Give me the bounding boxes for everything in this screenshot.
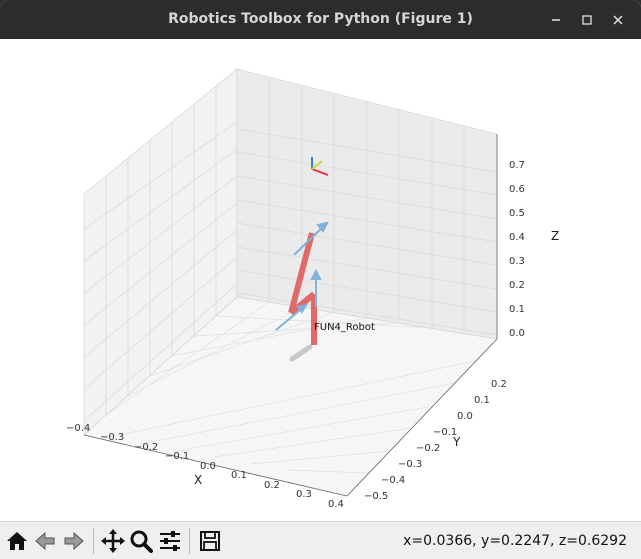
sliders-icon — [160, 531, 180, 551]
floppy-icon — [200, 531, 220, 551]
minimize-icon — [552, 19, 560, 21]
window-title: Robotics Toolbox for Python (Figure 1) — [168, 11, 473, 27]
y-tick-label: −0.5 — [364, 491, 388, 502]
configure-subplots-button[interactable] — [157, 528, 183, 554]
z-axis-label: Z — [551, 229, 559, 243]
maximize-button[interactable] — [577, 10, 597, 30]
x-tick-label: −0.1 — [165, 451, 189, 462]
y-axis: −0.5 −0.4 −0.3 −0.2 −0.1 0.0 0.1 0.2 Y — [346, 338, 507, 502]
plot-canvas[interactable]: FUN4_Robot −0.4 −0.3 −0.2 −0.1 0.0 0.1 0… — [0, 39, 641, 521]
joint-axes — [275, 221, 329, 331]
close-button[interactable] — [608, 10, 628, 30]
save-button[interactable] — [197, 528, 223, 554]
y-tick-label: 0.0 — [457, 411, 473, 422]
home-icon — [7, 532, 27, 550]
z-tick-label: 0.1 — [509, 304, 525, 315]
z-tick-label: 0.6 — [509, 184, 525, 195]
arrow-right-icon — [64, 531, 84, 551]
toolbar-separator — [93, 528, 94, 554]
close-icon — [613, 15, 623, 25]
robot-links — [288, 232, 317, 345]
toolbar-separator — [189, 528, 190, 554]
z-axis: 0.0 0.1 0.2 0.3 0.4 0.5 0.6 0.7 Z — [496, 134, 559, 339]
z-tick-label: 0.7 — [509, 160, 525, 171]
y-tick-label: −0.4 — [381, 475, 405, 486]
base-frame-icon — [311, 157, 329, 176]
y-tick-label: −0.1 — [433, 427, 457, 438]
x-axis-label: X — [194, 473, 202, 487]
x-tick-label: 0.3 — [296, 489, 312, 500]
y-tick-label: 0.1 — [474, 395, 490, 406]
z-tick-label: 0.0 — [509, 328, 525, 339]
x-tick-label: −0.4 — [66, 423, 90, 434]
x-tick-label: −0.2 — [134, 442, 158, 453]
minimize-button[interactable] — [546, 10, 566, 30]
robot-shadow — [289, 344, 313, 362]
navigation-toolbar: x=0.0366, y=0.2247, z=0.6292 — [0, 521, 641, 559]
y-tick-label: −0.3 — [398, 459, 422, 470]
arrow-left-icon — [35, 531, 55, 551]
back-button[interactable] — [32, 528, 58, 554]
x-tick-label: 0.0 — [200, 461, 216, 472]
grid-back — [236, 77, 498, 336]
x-tick-label: 0.4 — [328, 499, 344, 510]
3d-axes[interactable]: FUN4_Robot −0.4 −0.3 −0.2 −0.1 0.0 0.1 0… — [0, 39, 641, 521]
maximize-icon — [582, 15, 592, 25]
grid-left — [83, 86, 238, 422]
y-tick-label: 0.2 — [491, 379, 507, 390]
z-tick-label: 0.5 — [509, 208, 525, 219]
home-button[interactable] — [4, 528, 30, 554]
y-tick-label: −0.2 — [416, 443, 440, 454]
z-tick-label: 0.4 — [509, 232, 525, 243]
x-tick-label: 0.1 — [231, 470, 247, 481]
x-tick-label: −0.3 — [100, 432, 124, 443]
y-axis-label: Y — [452, 435, 461, 449]
robot-label: FUN4_Robot — [314, 322, 375, 333]
x-axis: −0.4 −0.3 −0.2 −0.1 0.0 0.1 0.2 0.3 0.4 … — [66, 423, 348, 510]
z-tick-label: 0.3 — [509, 256, 525, 267]
grid-floor — [103, 301, 477, 474]
move-icon — [101, 529, 125, 553]
magnifier-icon — [130, 530, 153, 553]
z-tick-label: 0.2 — [509, 280, 525, 291]
forward-button[interactable] — [61, 528, 87, 554]
title-bar[interactable]: Robotics Toolbox for Python (Figure 1) — [0, 0, 641, 39]
zoom-button[interactable] — [128, 528, 154, 554]
x-tick-label: 0.2 — [264, 480, 280, 491]
pan-button[interactable] — [100, 528, 126, 554]
cursor-coordinates: x=0.0366, y=0.2247, z=0.6292 — [403, 533, 627, 549]
